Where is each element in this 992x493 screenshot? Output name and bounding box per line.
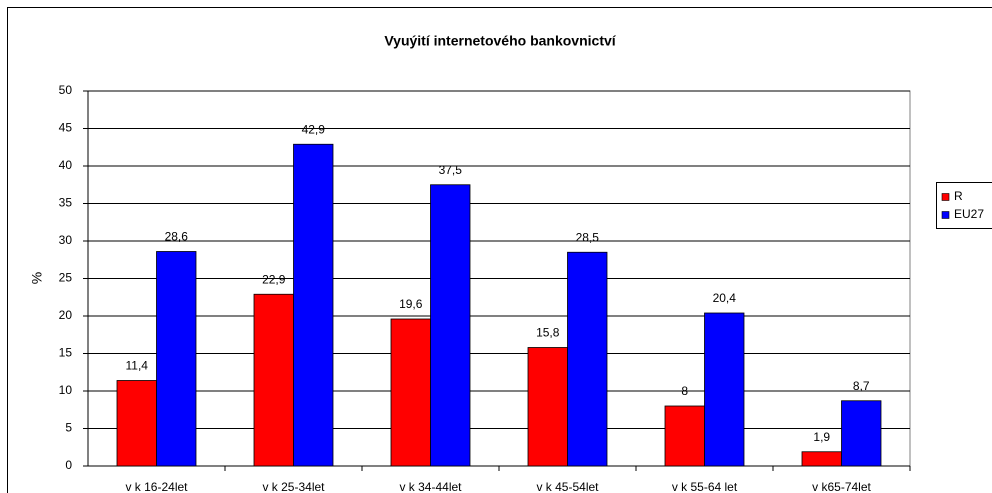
x-tick-label: v k 55-64 let (672, 480, 738, 493)
legend-label: R (954, 189, 963, 203)
value-label: 20,4 (713, 291, 737, 305)
value-label: 37,5 (439, 163, 463, 177)
y-tick-label: 25 (59, 271, 73, 285)
value-label: 19,6 (399, 297, 423, 311)
legend-swatch (941, 211, 950, 219)
bar (156, 251, 197, 467)
bar (841, 400, 882, 467)
bar (704, 312, 745, 467)
value-label: 28,6 (165, 230, 189, 244)
y-tick-label: 20 (59, 308, 73, 322)
y-tick-label: 40 (59, 158, 73, 172)
bar (293, 143, 334, 467)
bar (253, 293, 294, 467)
y-axis-label: % (29, 272, 45, 284)
x-tick-label: v k 45-54let (536, 480, 599, 493)
value-label: 1,9 (813, 430, 830, 444)
legend-swatch (941, 193, 950, 201)
y-tick-label: 50 (59, 83, 73, 97)
value-label: 22,9 (262, 272, 286, 286)
legend-label: EU27 (954, 207, 984, 221)
bar (567, 251, 608, 467)
x-tick-label: v k 34-44let (399, 480, 462, 493)
y-tick-label: 10 (59, 383, 73, 397)
y-tick-label: 0 (65, 458, 72, 472)
y-tick-label: 5 (65, 421, 72, 435)
bar (664, 405, 705, 467)
x-tick-label: v k 16-24let (125, 480, 188, 493)
y-tick-label: 45 (59, 121, 73, 135)
x-tick-label: v k65-74let (812, 480, 871, 493)
legend (936, 182, 992, 229)
bar (116, 380, 157, 467)
bar (390, 318, 431, 467)
value-label: 8 (681, 384, 688, 398)
y-tick-label: 30 (59, 233, 73, 247)
bar (527, 347, 568, 467)
value-label: 28,5 (576, 230, 600, 244)
bar (430, 184, 471, 467)
value-label: 8,7 (853, 379, 870, 393)
y-tick-label: 15 (59, 346, 73, 360)
chart-title: Vyuýití internetového bankovnictví (384, 33, 616, 49)
x-tick-label: v k 25-34let (262, 480, 325, 493)
value-label: 11,4 (126, 359, 149, 373)
value-label: 42,9 (302, 122, 326, 136)
y-tick-label: 35 (59, 196, 73, 210)
value-label: 15,8 (536, 326, 560, 340)
bar (801, 451, 842, 467)
